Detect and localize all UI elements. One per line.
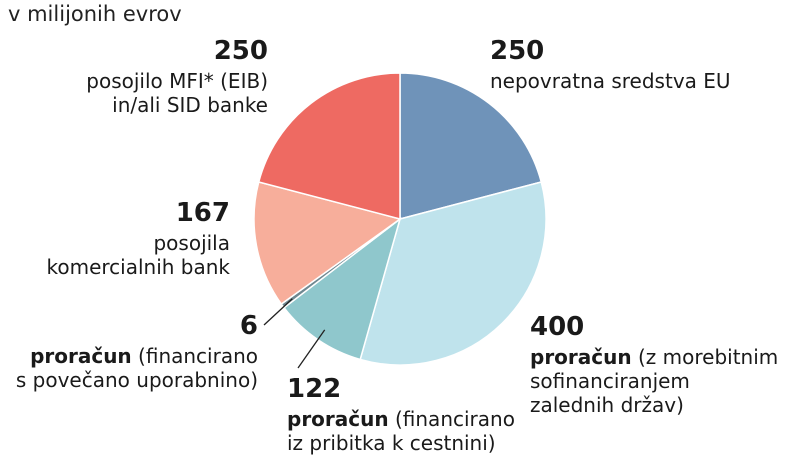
slice-label-bold: proračun <box>30 344 132 369</box>
slice-label: (financirano s povečano uporabnino) <box>15 344 258 393</box>
value-label: 167 <box>175 198 230 228</box>
slice-label-bold: proračun <box>287 407 389 432</box>
label-budget-usage-fee: 6 proračun (financirano s povečano upora… <box>16 311 258 392</box>
slice-commercial-loans <box>253 181 402 306</box>
slice-label-bold: proračun <box>530 345 632 370</box>
value-label: 250 <box>213 36 268 66</box>
slice-label: (z morebitnim sofinanciranjem zalednih d… <box>530 345 779 418</box>
label-budget-cofinancing: 400 proračun (z morebitnim sofinanciranj… <box>530 312 778 417</box>
value-label: 250 <box>490 36 545 66</box>
label-commercial-loans: 167 posojila komercialnih bank <box>46 198 230 279</box>
label-grants: 250 nepovratna sredstva EU <box>490 36 731 93</box>
slice-budget-cofinancing <box>359 181 547 366</box>
leader-line-toll <box>297 329 326 369</box>
slice-label: posojilo MFI* (EIB) in/ali SID banke <box>86 69 268 118</box>
slice-label: nepovratna sredstva EU <box>490 69 731 94</box>
leader-line-usage-fee <box>263 298 293 326</box>
slice-label: (financirano iz pribitka k cestnini) <box>287 407 515 455</box>
slice-label: posojila komercialnih bank <box>46 231 230 280</box>
label-mfi-loan: 250 posojilo MFI* (EIB) in/ali SID banke <box>86 36 268 117</box>
slice-mfi-loan <box>257 72 401 220</box>
label-budget-toll: 122 proračun (financirano iz pribitka k … <box>287 374 515 455</box>
value-label: 6 <box>239 311 258 341</box>
value-label: 122 <box>287 374 342 404</box>
slice-grants <box>399 72 543 220</box>
unit-label: v milijonih evrov <box>8 2 182 26</box>
value-label: 400 <box>530 312 585 342</box>
